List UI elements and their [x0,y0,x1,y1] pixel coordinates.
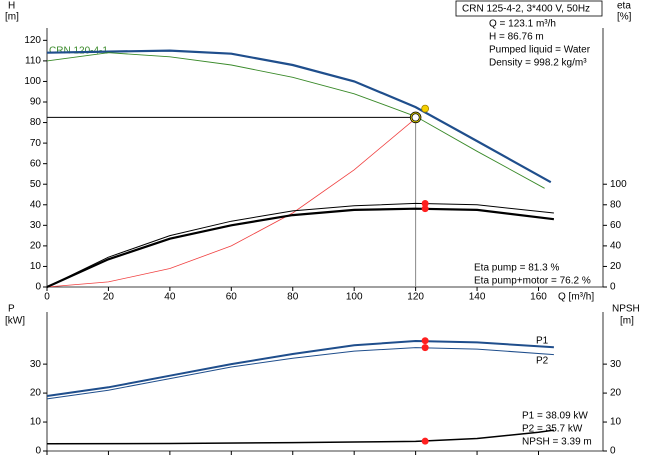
point [421,344,429,352]
curve [46,49,552,184]
annotation: H = 86.76 m [489,32,544,43]
y2-axis-unit: [m] [620,316,634,327]
x-tick-label: 0 [44,292,50,303]
y-tick-label: 10 [30,261,42,272]
x-tick-label: 120 [407,292,424,303]
series-label: P2 [536,356,549,367]
duty-point-ring [410,112,421,123]
x-tick-label: 100 [346,292,363,303]
point [421,199,429,207]
y-tick-label: 20 [30,388,42,399]
y-axis-label: H [8,1,15,12]
x-tick-label: 20 [103,292,115,303]
x-tick-label: 40 [164,292,176,303]
curve [46,347,554,400]
y2-tick-label: 20 [610,261,622,272]
y-tick-label: 120 [24,35,41,46]
annotation: Pumped liquid = Water [489,45,591,56]
y-tick-label: 0 [35,282,41,293]
x-axis-label: Q [m³/h] [558,292,594,303]
annotation: P2 = 35.7 kW [522,424,583,435]
point [421,337,429,345]
y2-tick-label: 80 [610,199,622,210]
y2-axis-label: eta [617,1,631,12]
y2-tick-label: 100 [610,179,627,190]
y-tick-label: 60 [30,158,42,169]
y2-tick-label: 0 [610,282,616,293]
y-tick-label: 50 [30,179,42,190]
y-tick-label: 20 [30,241,42,252]
y-tick-label: 0 [35,446,41,457]
curve [46,118,416,288]
y-axis-unit: [m] [5,12,19,23]
curve [46,202,554,288]
y-axis-unit: [kW] [5,316,25,327]
annotation: NPSH = 3.39 m [522,437,592,448]
curve [46,52,545,189]
title-box [455,0,603,17]
y2-tick-label: 10 [610,417,622,428]
y-tick-label: 40 [30,199,42,210]
point [421,437,429,445]
y-tick-label: 30 [30,220,42,231]
y-tick-label: 100 [24,76,41,87]
y-tick-label: 90 [30,97,42,108]
y2-tick-label: 0 [610,446,616,457]
x-tick-label: 160 [530,292,547,303]
curve [46,339,554,397]
x-tick-label: 60 [226,292,238,303]
point [421,205,429,213]
y-tick-label: 70 [30,138,42,149]
y-tick-label: 110 [25,56,41,67]
annotation: Eta pump+motor = 76.2 % [474,276,591,287]
y-axis-label: P [8,304,15,315]
y-tick-label: 30 [30,359,42,370]
annotation: P1 = 38.09 kW [522,411,588,422]
x-tick-label: 140 [469,292,486,303]
curve [46,207,555,289]
y-tick-label: 10 [30,417,42,428]
chart-title: CRN 125-4-2, 3*400 V, 50Hz [462,4,590,15]
y2-tick-label: 20 [610,388,622,399]
annotation: Q = 123.1 m³/h [489,19,556,30]
y2-tick-label: 30 [610,359,622,370]
annotation: Density = 998.2 kg/m³ [489,58,587,69]
y-tick-label: 80 [30,117,42,128]
annotation: Eta pump = 81.3 % [474,263,559,274]
y2-axis-unit: [%] [617,12,632,23]
point [421,104,430,113]
curve [46,429,555,445]
y2-tick-label: 40 [610,241,622,252]
series-label: P1 [536,336,549,347]
x-tick-label: 80 [287,292,299,303]
y2-axis-label: NPSH [612,304,640,315]
y2-tick-label: 60 [610,220,622,231]
